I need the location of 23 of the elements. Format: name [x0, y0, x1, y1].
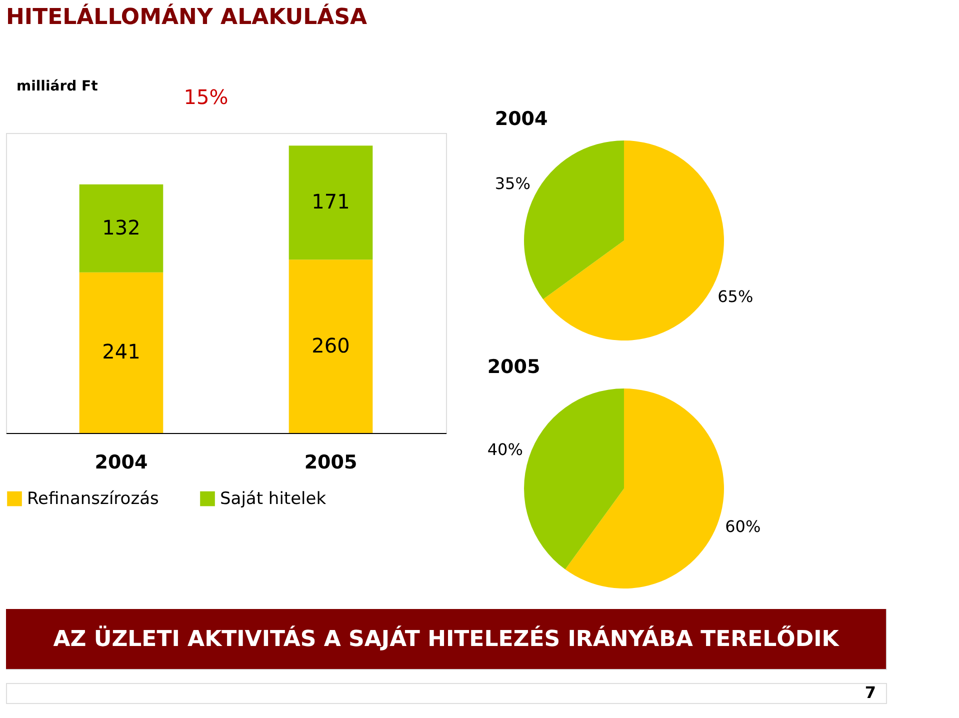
bar — [79, 184, 164, 272]
chart-title: HITELÁLLOMÁNY ALAKULÁSA — [6, 3, 368, 30]
bar — [79, 272, 164, 433]
legend-label: Saját hitelek — [220, 488, 326, 509]
bar — [288, 260, 373, 433]
data-label: 40% — [487, 440, 523, 459]
text: AZ ÜZLETI AKTIVITÁS A SAJÁT HITELEZÉS IRÁNYÁBA TERELŐDIK — [53, 625, 840, 652]
data-label: 132 — [102, 215, 140, 240]
chart-title: 2005 — [487, 356, 540, 378]
data-label: 260 — [312, 333, 350, 358]
legend-label: Refinanszírozás — [27, 488, 160, 509]
data-label: 241 — [102, 340, 140, 364]
data-label: 65% — [718, 287, 754, 306]
data-label: 35% — [494, 174, 530, 193]
pie-slice — [524, 388, 624, 570]
data-label: 60% — [725, 517, 761, 536]
chart-title: 2004 — [494, 108, 548, 130]
data-label: 171 — [312, 190, 350, 214]
text: 15% — [184, 85, 228, 109]
pie-slice — [565, 388, 724, 588]
y-axis-title: milliárd Ft — [16, 78, 98, 94]
bar — [288, 146, 373, 260]
text: 7 — [864, 683, 876, 702]
